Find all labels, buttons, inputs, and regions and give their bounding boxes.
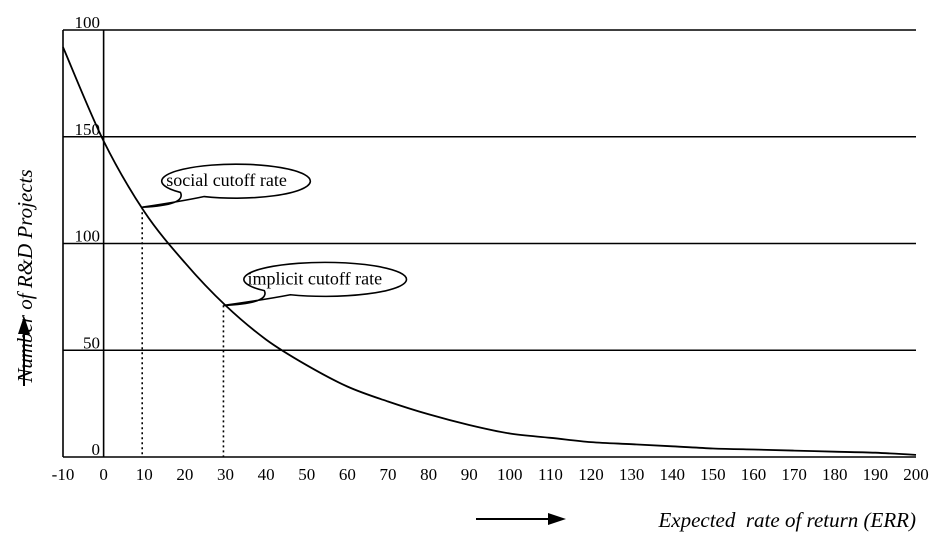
x-tick-label: 150 (700, 465, 726, 484)
x-tick-label: 200 (903, 465, 929, 484)
x-tick-label: 30 (217, 465, 234, 484)
y-axis-title-group: Number of R&D Projects (13, 169, 37, 386)
grid-lines (63, 29, 916, 352)
x-tick-label: 50 (298, 465, 315, 484)
x-tick-label: 90 (461, 465, 478, 484)
cutoff-guides (141, 207, 225, 457)
series-layer (62, 46, 917, 456)
x-tick-label: 160 (741, 465, 767, 484)
x-tick-label: 170 (781, 465, 807, 484)
callout: social cutoff rate (142, 163, 312, 209)
x-tick-label: 70 (379, 465, 396, 484)
x-tick-label: 0 (99, 465, 108, 484)
callout-bubble (142, 163, 312, 209)
series-line (62, 46, 917, 456)
y-tick-label: 50 (83, 333, 100, 352)
x-tick-label: 20 (176, 465, 193, 484)
y-tick-label: 100 (75, 13, 101, 32)
callouts: social cutoff rate implicit cutoff rate (142, 163, 408, 307)
x-tick-label: 10 (136, 465, 153, 484)
y-axis-arrow-icon (18, 316, 30, 334)
x-tick-label: 120 (578, 465, 604, 484)
y-tick-label: 150 (75, 120, 101, 139)
callout-label: social cutoff rate (166, 170, 287, 190)
x-tick-label: 60 (339, 465, 356, 484)
x-tick-label: 190 (863, 465, 889, 484)
x-tick-label: 80 (420, 465, 437, 484)
x-tick-label: 140 (660, 465, 686, 484)
callout: implicit cutoff rate (223, 261, 408, 307)
x-axis-arrow-icon (548, 513, 566, 525)
x-tick-label: -10 (52, 465, 75, 484)
y-tick-labels: 0 50 100 150 100 (75, 13, 101, 459)
x-tick-labels: -10 0 10 20 30 40 50 60 70 80 90 100 110 120 130 140 150… (52, 465, 929, 484)
callout-label: implicit cutoff rate (247, 268, 382, 288)
y-tick-label: 100 (75, 227, 101, 246)
x-tick-label: 100 (497, 465, 523, 484)
x-tick-label: 110 (538, 465, 563, 484)
axes (62, 30, 916, 458)
callout-bubble (223, 261, 408, 307)
y-tick-label: 0 (92, 440, 101, 459)
x-tick-label: 40 (258, 465, 275, 484)
x-axis-title-group: Expected rate of return (ERR) (476, 508, 916, 532)
x-axis-title: Expected rate of return (ERR) (657, 508, 916, 532)
x-tick-label: 180 (822, 465, 848, 484)
x-tick-label: 130 (619, 465, 645, 484)
